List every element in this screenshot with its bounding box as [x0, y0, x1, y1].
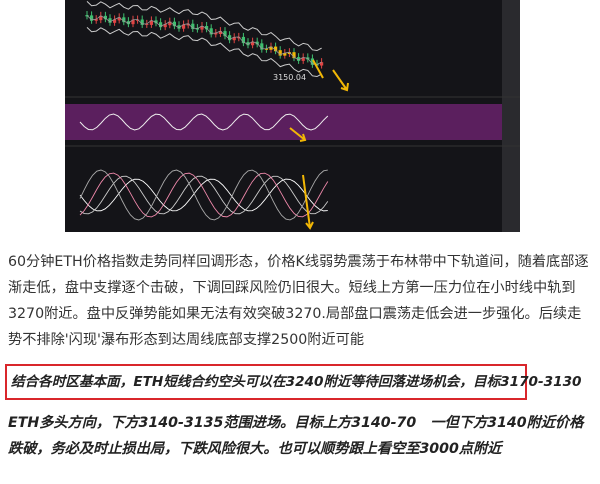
decoration [99, 15, 103, 21]
paragraph: ETH多头方向，下方3140-3135范围进场。目标上方3140-70 一但下方… [8, 415, 584, 457]
decoration [200, 26, 204, 30]
decoration [168, 21, 172, 26]
decoration [209, 28, 213, 35]
decoration [140, 19, 144, 25]
decoration [113, 19, 117, 23]
decoration [191, 23, 195, 30]
decoration [186, 23, 190, 26]
decoration [260, 43, 264, 50]
decoration [163, 24, 167, 28]
decoration [251, 41, 255, 46]
decoration [232, 37, 236, 41]
decoration [122, 17, 126, 23]
highlight-box: 结合各时区基本面，ETH短线合约空头可以在3240附近等待回落进场机会，目标31… [5, 364, 581, 400]
decoration [237, 36, 241, 39]
decoration [218, 31, 222, 35]
decoration [301, 57, 305, 61]
decoration [287, 52, 291, 55]
decoration [149, 20, 153, 25]
decoration [278, 50, 282, 56]
decoration [274, 46, 278, 52]
decoration [79, 178, 328, 212]
decoration [205, 26, 209, 30]
decoration [90, 15, 94, 21]
decoration [103, 15, 107, 20]
price-label: 3150.04 [273, 73, 306, 82]
decoration [79, 175, 329, 215]
decoration [292, 52, 296, 59]
decoration [172, 21, 176, 27]
decoration [264, 48, 268, 50]
decoration [320, 62, 324, 66]
decoration [241, 36, 245, 44]
decoration [177, 25, 181, 29]
decoration [145, 23, 149, 25]
decoration [182, 24, 186, 29]
decoration [86, 27, 322, 78]
paragraph: 60分钟ETH价格指数走势同样回调形态，价格K线弱势震荡于布林带中下轨道间，随着… [8, 254, 589, 348]
decoration [136, 19, 140, 21]
decoration [246, 42, 250, 46]
decoration [86, 1, 322, 52]
decoration [86, 15, 322, 65]
decoration [108, 18, 112, 23]
decoration [79, 169, 328, 221]
decoration [79, 113, 329, 131]
highlight-text: 结合各时区基本面，ETH短线合约空头可以在3240附近等待回落进场机会，目标31… [11, 374, 582, 390]
decoration [228, 35, 232, 41]
decoration [297, 57, 301, 61]
decoration [283, 53, 287, 56]
decoration [214, 33, 218, 35]
decoration [159, 22, 163, 28]
decoration [117, 17, 121, 21]
decoration [94, 19, 98, 21]
decoration [223, 31, 227, 37]
decoration [131, 19, 135, 25]
decoration [269, 46, 273, 50]
decoration [79, 172, 329, 218]
chart-image: 3150.04 [65, 0, 520, 232]
decoration [310, 58, 314, 65]
